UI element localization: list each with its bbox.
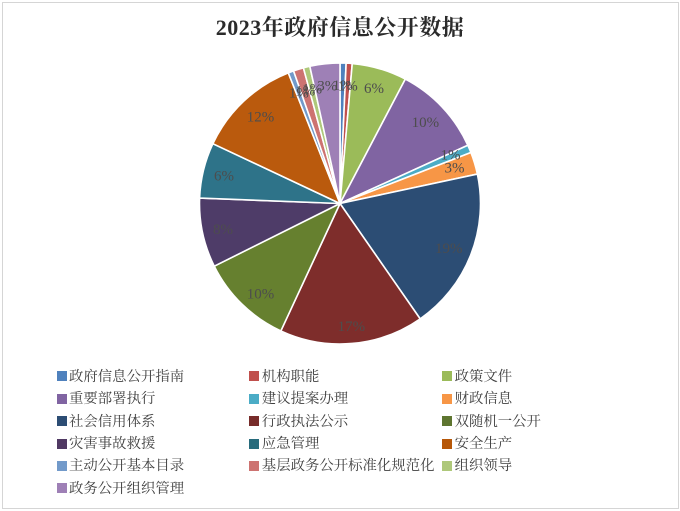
svg-text:1%: 1% xyxy=(333,78,353,94)
svg-text:1%: 1% xyxy=(338,78,358,94)
svg-text:17%: 17% xyxy=(338,319,366,335)
svg-text:3%: 3% xyxy=(317,79,337,95)
svg-text:1%: 1% xyxy=(289,85,309,101)
svg-text:8%: 8% xyxy=(213,222,233,238)
svg-text:10%: 10% xyxy=(412,115,440,131)
svg-text:19%: 19% xyxy=(435,241,463,257)
svg-text:6%: 6% xyxy=(214,169,234,185)
svg-text:1%: 1% xyxy=(302,81,322,97)
svg-text:12%: 12% xyxy=(247,110,275,126)
svg-text:3%: 3% xyxy=(445,161,465,177)
svg-text:1%: 1% xyxy=(441,148,461,164)
svg-text:10%: 10% xyxy=(247,287,275,303)
svg-text:1%: 1% xyxy=(295,83,315,99)
svg-text:6%: 6% xyxy=(364,81,384,97)
